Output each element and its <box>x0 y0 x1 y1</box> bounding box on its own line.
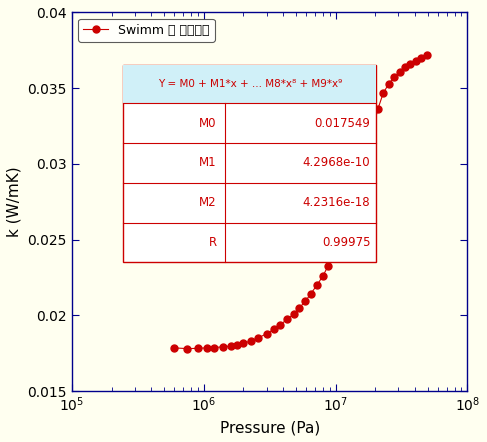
Swimm 등 계측결과 <box>364 151 370 156</box>
Swimm 등 계측결과 <box>391 74 397 80</box>
FancyBboxPatch shape <box>123 65 376 262</box>
Swimm 등 계측결과 <box>418 56 424 61</box>
Text: Y = M0 + M1*x + ... M8*x⁸ + M9*x⁹: Y = M0 + M1*x + ... M8*x⁸ + M9*x⁹ <box>158 80 342 89</box>
Swimm 등 계측결과 <box>380 90 386 95</box>
Text: M0: M0 <box>199 117 217 130</box>
Text: 0.017549: 0.017549 <box>315 117 371 130</box>
Swimm 등 계측결과 <box>353 191 359 196</box>
Swimm 등 계측결과 <box>284 317 290 322</box>
Swimm 등 계측결과 <box>234 342 240 347</box>
Swimm 등 계측결과 <box>358 171 364 177</box>
Swimm 등 계측결과 <box>241 341 246 346</box>
Swimm 등 계측결과 <box>248 338 254 343</box>
Text: 4.2968e-10: 4.2968e-10 <box>303 156 371 169</box>
Swimm 등 계측결과 <box>386 81 392 87</box>
Swimm 등 계측결과 <box>211 345 217 350</box>
Swimm 등 계측결과 <box>308 291 314 296</box>
Swimm 등 계측결과 <box>348 208 354 213</box>
Swimm 등 계측결과 <box>204 345 209 351</box>
X-axis label: Pressure (Pa): Pressure (Pa) <box>220 420 320 435</box>
Swimm 등 계측결과 <box>277 322 283 328</box>
Swimm 등 계측결과 <box>314 283 319 288</box>
Swimm 등 계측결과 <box>424 53 430 58</box>
Swimm 등 계측결과 <box>271 327 277 332</box>
Swimm 등 계측결과 <box>331 251 337 256</box>
Swimm 등 계측결과 <box>397 69 403 74</box>
Swimm 등 계측결과 <box>302 299 308 304</box>
Swimm 등 계측결과 <box>325 263 331 268</box>
Swimm 등 계측결과 <box>320 274 326 279</box>
Text: M1: M1 <box>199 156 217 169</box>
Swimm 등 계측결과 <box>195 346 201 351</box>
Y-axis label: k (W/mK): k (W/mK) <box>7 167 22 237</box>
Swimm 등 계측결과 <box>263 331 269 336</box>
Text: R: R <box>208 236 217 249</box>
Swimm 등 계측결과 <box>342 224 348 229</box>
Line: Swimm 등 계측결과: Swimm 등 계측결과 <box>171 52 431 352</box>
Swimm 등 계측결과 <box>375 107 381 112</box>
Text: M2: M2 <box>199 196 217 209</box>
Swimm 등 계측결과 <box>256 335 262 340</box>
Swimm 등 계측결과 <box>228 343 234 349</box>
FancyBboxPatch shape <box>123 65 376 103</box>
Text: 4.2316e-18: 4.2316e-18 <box>303 196 371 209</box>
Swimm 등 계측결과 <box>408 61 413 67</box>
Swimm 등 계측결과 <box>370 129 375 134</box>
Swimm 등 계측결과 <box>337 238 342 243</box>
Swimm 등 계측결과 <box>291 312 297 317</box>
Swimm 등 계측결과 <box>171 345 177 351</box>
Swimm 등 계측결과 <box>402 65 408 70</box>
Swimm 등 계측결과 <box>296 305 302 311</box>
Swimm 등 계측결과 <box>413 58 419 64</box>
Text: 0.99975: 0.99975 <box>322 236 371 249</box>
Swimm 등 계측결과 <box>220 344 226 350</box>
Swimm 등 계측결과 <box>184 346 190 351</box>
Legend: Swimm 등 계측결과: Swimm 등 계측결과 <box>78 19 215 42</box>
